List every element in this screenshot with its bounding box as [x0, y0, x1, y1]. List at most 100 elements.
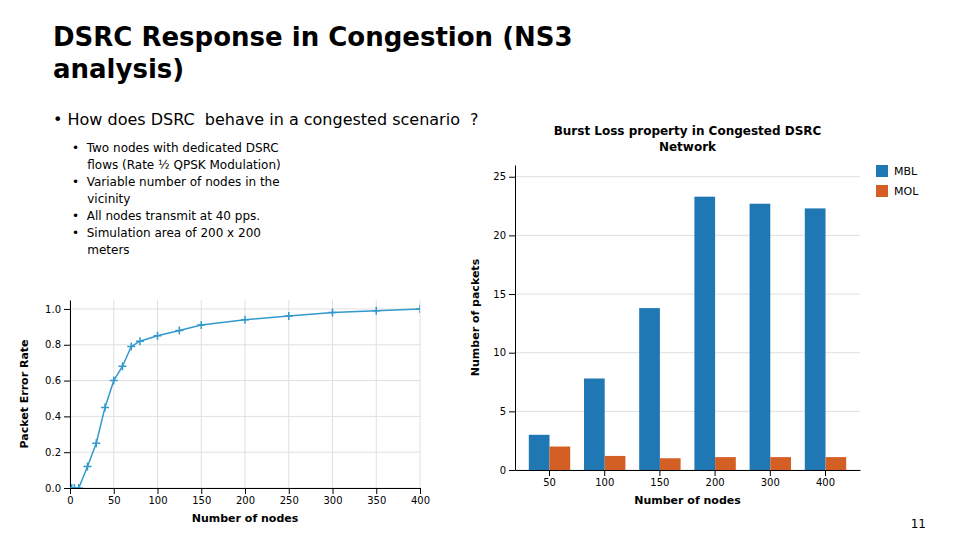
tick-label: 10 — [493, 347, 506, 358]
tick-mark — [64, 345, 70, 346]
tick: 25 — [493, 171, 515, 182]
tick-label: 200 — [236, 495, 255, 506]
tick: 100 — [148, 488, 167, 506]
grid-line — [376, 300, 377, 488]
tick-label: 0.2 — [45, 447, 61, 458]
tick: 0.4 — [45, 411, 70, 422]
tick-mark — [114, 488, 115, 494]
bar — [660, 458, 681, 470]
tick-mark — [509, 470, 515, 471]
tick-label: 250 — [280, 495, 299, 506]
tick-mark — [64, 416, 70, 417]
grid-line — [420, 300, 421, 488]
tick-label: 100 — [148, 495, 167, 506]
bar — [529, 435, 550, 470]
tick: 400 — [816, 470, 835, 488]
bullet-line: • All nodes transmit at 40 pps. — [72, 209, 260, 223]
tick-label: 50 — [543, 477, 556, 488]
subtitle-line: • How does DSRC behave in a congested sc… — [53, 110, 479, 129]
tick-mark — [245, 488, 246, 494]
tick-label: 15 — [493, 289, 506, 300]
tick-label: 0 — [67, 495, 73, 506]
chart-title-line: Network — [659, 140, 717, 154]
line-chart: 0501001502002503003504000.00.20.40.60.81… — [18, 300, 430, 525]
grid-line — [515, 176, 860, 177]
tick-mark — [509, 235, 515, 236]
grid — [515, 177, 860, 470]
bar — [605, 456, 626, 470]
tick: 10 — [493, 347, 515, 358]
tick-label: 400 — [816, 477, 835, 488]
tick-label: 300 — [323, 495, 342, 506]
tick-label: 150 — [192, 495, 211, 506]
tick-mark — [604, 470, 605, 476]
tick-label: 0.0 — [45, 483, 61, 494]
slide: DSRC Response in Congestion (NS3analysis… — [0, 0, 960, 540]
bullet: • All nodes transmit at 40 pps. — [72, 209, 260, 223]
tick-mark — [376, 488, 377, 494]
legend-swatch — [876, 185, 888, 197]
tick: 0 — [67, 488, 73, 506]
tick: 250 — [280, 488, 299, 506]
marker — [84, 463, 92, 471]
bullet-line: • Simulation area of 200 x 200 — [72, 226, 261, 240]
tick-mark — [715, 470, 716, 476]
bar — [550, 447, 571, 470]
tick-mark — [64, 309, 70, 310]
marker — [119, 362, 127, 370]
tick: 200 — [236, 488, 255, 506]
tick-label: 0 — [500, 465, 506, 476]
tick-label: 0.6 — [45, 375, 61, 386]
tick: 300 — [323, 488, 342, 506]
tick: 0.8 — [45, 339, 70, 350]
tick: 0.0 — [45, 483, 70, 494]
legend-label: MBL — [894, 165, 918, 178]
bar-series — [529, 197, 826, 470]
bullet: • Simulation area of 200 x 200 meters — [72, 226, 261, 257]
tick-mark — [509, 353, 515, 354]
tick-mark — [770, 470, 771, 476]
grid-line — [70, 380, 420, 381]
tick-mark — [420, 488, 421, 494]
title: DSRC Response in Congestion (NS3analysis… — [53, 22, 573, 84]
bar — [826, 457, 847, 470]
grid-line — [245, 300, 246, 488]
marker — [75, 484, 83, 488]
x-axis-title: Number of nodes — [634, 494, 741, 507]
tick: 20 — [493, 230, 515, 241]
marker — [241, 316, 249, 324]
marker — [175, 326, 183, 334]
tick-label: 0.8 — [45, 339, 61, 350]
tick-label: 400 — [411, 495, 430, 506]
grid-line — [70, 308, 420, 309]
marker — [197, 321, 205, 329]
subtitle: • How does DSRC behave in a congested sc… — [53, 110, 479, 129]
x-axis-title: Number of nodes — [192, 512, 299, 525]
tick: 1.0 — [45, 304, 70, 315]
bar-series — [550, 447, 847, 470]
y-axis-title: Number of packets — [469, 258, 482, 376]
slide-number: 11 — [911, 517, 926, 531]
marker — [101, 403, 109, 411]
tick-label: 100 — [595, 477, 614, 488]
tick: 0.2 — [45, 447, 70, 458]
marker — [92, 439, 100, 447]
tick-mark — [333, 488, 334, 494]
tick-label: 20 — [493, 230, 506, 241]
title-line: DSRC Response in Congestion (NS3 — [53, 22, 573, 52]
tick: 100 — [595, 470, 614, 488]
marker — [110, 377, 118, 385]
tick-mark — [659, 470, 660, 476]
tick-label: 5 — [500, 406, 506, 417]
chart-title: Burst Loss property in Congested DSRCNet… — [554, 124, 822, 154]
bar — [584, 379, 605, 471]
tick: 50 — [108, 488, 121, 506]
marker — [285, 312, 293, 320]
bullet-line: flows (Rate ½ QPSK Modulation) — [72, 158, 281, 172]
slide-text: DSRC Response in Congestion (NS3analysis… — [53, 22, 926, 531]
grid — [70, 300, 420, 488]
bullet: • Two nodes with dedicated DSRC flows (R… — [72, 141, 281, 172]
tick-mark — [64, 452, 70, 453]
tick-mark — [509, 294, 515, 295]
bullet-line: • Variable number of nodes in the — [72, 175, 280, 189]
